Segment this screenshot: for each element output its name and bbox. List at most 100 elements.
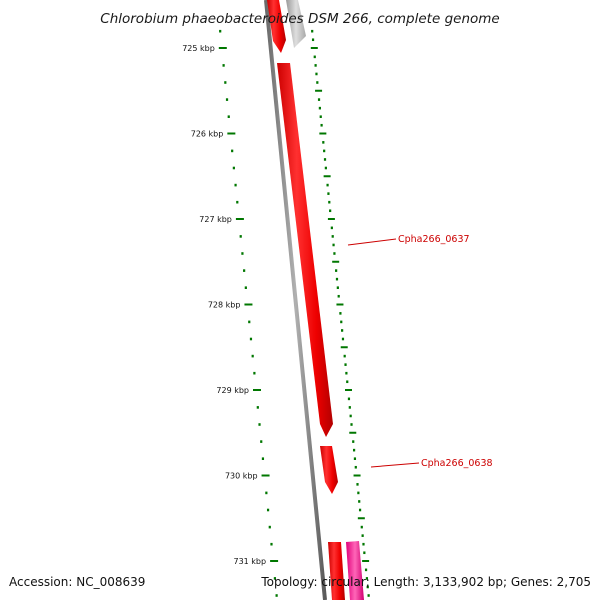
outer-tick bbox=[361, 534, 364, 537]
minor-tick bbox=[261, 457, 265, 460]
outer-tick bbox=[328, 200, 331, 204]
minor-tick bbox=[260, 440, 263, 443]
minor-tick bbox=[225, 98, 229, 101]
outer-tick bbox=[336, 286, 339, 289]
outer-tick bbox=[364, 568, 368, 572]
neighbor-gene-top-gray bbox=[286, 0, 306, 48]
outer-tick bbox=[346, 380, 349, 384]
outer-tick bbox=[326, 183, 329, 187]
minor-tick bbox=[224, 81, 227, 84]
minor-tick bbox=[232, 166, 235, 170]
outer-tick bbox=[353, 474, 361, 477]
outer-tick bbox=[322, 141, 325, 144]
tick-label: 727 kbp bbox=[199, 215, 232, 224]
minor-tick bbox=[270, 542, 273, 546]
minor-tick bbox=[253, 371, 256, 375]
minor-tick bbox=[227, 115, 230, 118]
outer-tick bbox=[363, 551, 366, 555]
minor-tick bbox=[275, 594, 278, 597]
minor-tick bbox=[249, 337, 253, 341]
outer-tick bbox=[353, 457, 357, 460]
major-tick bbox=[261, 474, 270, 477]
outer-tick bbox=[358, 500, 361, 503]
gene-layer: Cpha266_0637 Cpha266_0638 bbox=[277, 63, 493, 494]
outer-tick bbox=[347, 397, 351, 401]
outer-tick bbox=[313, 55, 316, 59]
minor-tick bbox=[266, 508, 270, 512]
minor-tick bbox=[231, 149, 234, 153]
outer-tick bbox=[317, 98, 321, 101]
outer-tick bbox=[349, 431, 357, 434]
tick-label: 726 kbp bbox=[191, 130, 224, 139]
tick-label: 730 kbp bbox=[225, 472, 258, 481]
outer-tick bbox=[357, 491, 360, 495]
outer-tick bbox=[311, 29, 314, 33]
minor-tick bbox=[236, 200, 239, 204]
outer-tick bbox=[327, 218, 335, 220]
outer-tick bbox=[333, 252, 336, 255]
major-tick bbox=[227, 132, 236, 135]
minor-tick bbox=[219, 29, 222, 33]
tick-label: 729 kbp bbox=[216, 386, 249, 395]
outer-tick bbox=[332, 260, 340, 263]
map-title: Chlorobium phaeobacteroides DSM 266, com… bbox=[100, 11, 499, 27]
gene-label-leader bbox=[370, 462, 420, 468]
outer-tick bbox=[336, 303, 344, 306]
gene-cpha266-0638[interactable] bbox=[320, 446, 338, 494]
minor-tick bbox=[265, 491, 268, 495]
gene-cpha266-0637[interactable] bbox=[277, 63, 333, 437]
tick-label: 728 kbp bbox=[208, 301, 241, 310]
gene-label[interactable]: Cpha266_0637 bbox=[398, 234, 470, 245]
minor-tick bbox=[234, 183, 237, 187]
outer-tick bbox=[335, 269, 338, 272]
outer-tick bbox=[323, 149, 326, 153]
neighbor-gene-bottom-red bbox=[328, 542, 345, 600]
outer-tick bbox=[341, 337, 345, 341]
outer-tick bbox=[318, 106, 321, 110]
outer-tick bbox=[315, 89, 323, 92]
outer-tick bbox=[367, 594, 370, 597]
minor-tick bbox=[239, 235, 242, 238]
outer-tick bbox=[366, 585, 369, 589]
outer-tick bbox=[339, 312, 342, 315]
outer-tick bbox=[356, 483, 359, 486]
outer-tick bbox=[337, 294, 340, 298]
outer-tick bbox=[352, 448, 356, 452]
outer-tick bbox=[323, 175, 331, 178]
outer-tick bbox=[332, 243, 335, 247]
minor-tick bbox=[273, 577, 277, 580]
outer-tick bbox=[362, 560, 370, 562]
minor-tick bbox=[243, 269, 246, 272]
outer-tick bbox=[327, 192, 330, 195]
genome-backbone bbox=[264, 0, 327, 600]
outer-tick bbox=[341, 329, 344, 332]
outer-tick bbox=[335, 277, 339, 281]
outer-tick bbox=[331, 235, 334, 238]
minor-tick bbox=[256, 406, 259, 409]
major-tick bbox=[218, 47, 227, 49]
outer-tick bbox=[354, 465, 357, 469]
major-tick bbox=[235, 218, 244, 220]
outer-tick bbox=[343, 354, 346, 358]
outer-tick bbox=[350, 423, 353, 426]
major-tick bbox=[253, 389, 261, 391]
outer-tick bbox=[319, 115, 322, 118]
major-tick bbox=[244, 303, 253, 306]
outer-tick bbox=[311, 38, 315, 42]
tick-label: 731 kbp bbox=[233, 557, 266, 566]
gene-label[interactable]: Cpha266_0638 bbox=[421, 458, 493, 469]
outer-tick bbox=[329, 209, 332, 213]
outer-tick bbox=[365, 577, 369, 580]
outer-tick bbox=[340, 320, 343, 324]
outer-tick bbox=[340, 346, 348, 349]
outer-tick bbox=[315, 72, 318, 76]
outer-tick bbox=[319, 132, 327, 135]
outer-tick bbox=[348, 406, 351, 409]
outer-tick bbox=[316, 81, 319, 84]
neighbor-gene-top-red bbox=[267, 0, 286, 53]
major-tick bbox=[270, 560, 279, 562]
outer-tick bbox=[320, 123, 323, 127]
neighbor-gene-bottom-pink bbox=[346, 541, 364, 600]
minor-tick bbox=[241, 252, 244, 255]
